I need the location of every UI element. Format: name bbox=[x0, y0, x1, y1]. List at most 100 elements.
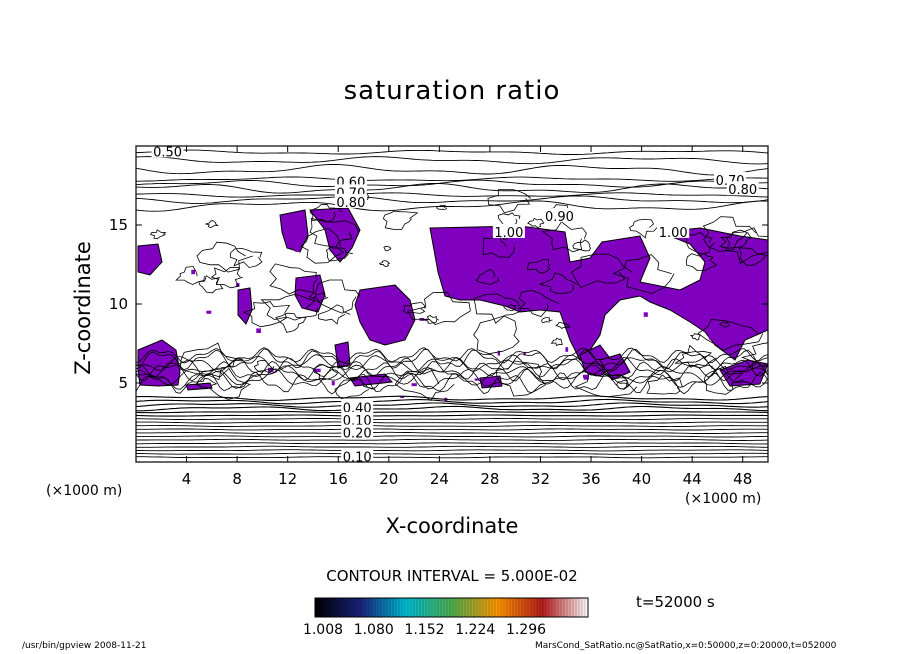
saturation-speck bbox=[474, 378, 480, 381]
lower-contour bbox=[136, 431, 768, 434]
mid-contour bbox=[550, 337, 563, 347]
x-tick-label: 24 bbox=[429, 470, 449, 488]
lower-contour bbox=[136, 438, 768, 441]
mid-contour bbox=[719, 229, 752, 249]
saturation-above-one-regions bbox=[137, 207, 768, 402]
saturation-speck bbox=[400, 395, 405, 399]
saturation-speck bbox=[411, 383, 417, 387]
mid-contour bbox=[574, 373, 638, 397]
x-tick-label: 28 bbox=[480, 470, 500, 488]
saturation-region-4 bbox=[294, 274, 326, 313]
upper-contour bbox=[136, 156, 768, 165]
mid-contour bbox=[423, 315, 439, 324]
saturation-speck bbox=[268, 367, 274, 373]
saturation-speck bbox=[312, 292, 319, 297]
upper-contour bbox=[136, 182, 768, 194]
mid-contour bbox=[300, 227, 345, 264]
mid-contour bbox=[674, 344, 717, 368]
saturation-speck bbox=[256, 328, 261, 333]
mid-contour bbox=[407, 291, 471, 326]
boundary-contour bbox=[136, 371, 768, 395]
mid-contour bbox=[210, 267, 244, 289]
mid-contour bbox=[325, 247, 354, 262]
mid-contour bbox=[195, 367, 251, 400]
saturation-speck bbox=[583, 374, 589, 380]
mid-contour bbox=[629, 218, 658, 239]
saturation-speck bbox=[191, 269, 196, 275]
mid-contour bbox=[482, 233, 515, 258]
x-tick-label: 36 bbox=[581, 470, 601, 488]
lower-contour bbox=[136, 402, 768, 408]
x-unit-label-left: (×1000 m) bbox=[46, 483, 123, 499]
mid-contour bbox=[334, 376, 376, 400]
mid-contour bbox=[612, 254, 675, 294]
mid-contour bbox=[275, 312, 307, 333]
mid-contour bbox=[402, 302, 426, 314]
mid-contour bbox=[473, 315, 520, 355]
lower-contour bbox=[136, 428, 768, 431]
mid-contour bbox=[527, 217, 545, 229]
saturation-region-11 bbox=[479, 375, 503, 389]
mid-contour bbox=[175, 266, 205, 286]
mid-contour bbox=[686, 253, 718, 271]
colorbar-tick-label: 1.296 bbox=[505, 622, 547, 638]
saturation-speck bbox=[546, 297, 552, 302]
mid-contour bbox=[740, 342, 768, 370]
mid-contour bbox=[317, 304, 351, 325]
mid-contour bbox=[309, 217, 360, 248]
boundary-contour bbox=[136, 347, 768, 364]
contour-label-bg bbox=[151, 143, 184, 158]
upper-contour bbox=[136, 164, 768, 176]
boundary-contour bbox=[136, 354, 768, 373]
y-tick-label: 10 bbox=[108, 295, 128, 313]
saturation-speck bbox=[643, 312, 648, 317]
x-tick-label: 8 bbox=[232, 470, 242, 488]
lower-contour bbox=[136, 442, 768, 445]
boundary-contour bbox=[136, 360, 768, 382]
contour-label-5: 0.80 bbox=[728, 183, 757, 198]
saturation-speck bbox=[206, 310, 212, 314]
contour-label-bg bbox=[726, 181, 759, 196]
upper-contour bbox=[136, 192, 768, 198]
colorbar-tick-label: 1.224 bbox=[455, 622, 496, 638]
contour-label-3: 0.80 bbox=[336, 196, 365, 211]
mid-contour bbox=[738, 247, 768, 266]
y-tick-label: 5 bbox=[118, 374, 128, 392]
saturation-speck bbox=[331, 380, 335, 386]
contour-label-6: 0.90 bbox=[545, 210, 574, 225]
colorbar-fill bbox=[314, 597, 589, 618]
contour-labels: 0.500.600.700.800.700.800.901.001.000.40… bbox=[151, 143, 759, 465]
lower-contour bbox=[136, 410, 768, 414]
colorbar-tick-label: 1.080 bbox=[353, 622, 394, 638]
saturation-speck bbox=[578, 271, 582, 275]
mid-contour bbox=[702, 216, 757, 252]
mid-contour bbox=[538, 272, 578, 294]
footer-file-info: MarsCond_SatRatio.nc@SatRatio,x=0:50000,… bbox=[535, 641, 837, 651]
x-tick-label: 44 bbox=[682, 470, 702, 488]
chart-title: saturation ratio bbox=[343, 76, 561, 106]
saturation-region-0 bbox=[429, 225, 768, 361]
mid-contour bbox=[383, 245, 392, 252]
contour-label-7: 1.00 bbox=[494, 226, 523, 241]
footer-command: /usr/bin/gpview 2008-11-21 bbox=[22, 641, 147, 651]
x-tick-label: 20 bbox=[379, 470, 399, 488]
lower-contour bbox=[136, 435, 768, 438]
saturation-speck bbox=[394, 303, 397, 307]
contour-label-bg bbox=[543, 208, 576, 223]
mid-contour bbox=[689, 333, 701, 341]
saturation-speck bbox=[565, 347, 569, 352]
lower-contour bbox=[136, 398, 768, 405]
lower-contour bbox=[136, 452, 768, 455]
x-unit-label-right: (×1000 m) bbox=[685, 491, 762, 507]
lower-contour bbox=[136, 405, 768, 412]
saturation-speck bbox=[295, 249, 300, 252]
mid-contour bbox=[497, 212, 521, 226]
boundary-contour bbox=[136, 348, 768, 371]
contour-label-bg bbox=[334, 193, 367, 208]
colorbar bbox=[314, 597, 589, 618]
mid-contour bbox=[149, 229, 167, 240]
saturation-speck bbox=[316, 276, 321, 280]
saturation-region-7 bbox=[185, 382, 213, 391]
saturation-speck bbox=[508, 242, 514, 246]
mid-contour bbox=[684, 231, 715, 255]
